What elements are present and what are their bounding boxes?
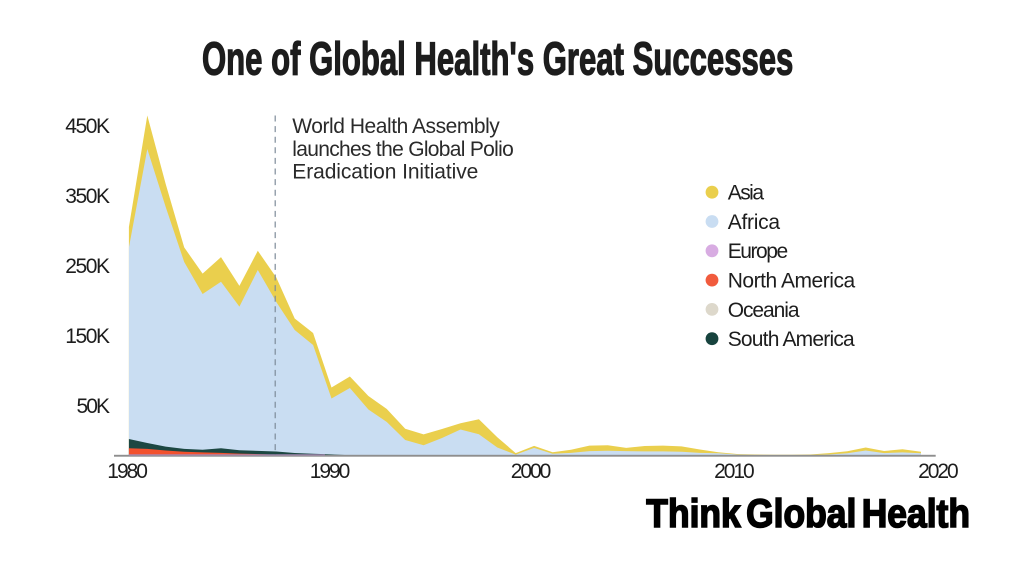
svg-text:1990: 1990 <box>310 460 351 483</box>
svg-text:350K: 350K <box>65 185 110 208</box>
svg-text:launches the Global Polio: launches the Global Polio <box>292 138 514 161</box>
svg-text:Eradication Initiative: Eradication Initiative <box>292 161 478 184</box>
svg-text:Asia: Asia <box>728 182 765 205</box>
svg-text:450K: 450K <box>65 115 110 138</box>
svg-text:World Health Assembly: World Health Assembly <box>292 115 500 138</box>
svg-text:One of Global Health's Great S: One of Global Health's Great Successes <box>202 33 793 85</box>
svg-text:2020: 2020 <box>918 460 959 483</box>
svg-text:North America: North America <box>728 270 856 293</box>
svg-text:Africa: Africa <box>728 211 781 234</box>
svg-text:150K: 150K <box>65 325 110 348</box>
svg-text:Oceania: Oceania <box>728 299 800 322</box>
svg-text:250K: 250K <box>65 255 110 278</box>
svg-text:Europe: Europe <box>728 240 789 263</box>
svg-text:50K: 50K <box>77 395 111 418</box>
svg-text:2000: 2000 <box>511 460 552 483</box>
svg-text:South America: South America <box>728 328 855 351</box>
svg-text:Think Global Health: Think Global Health <box>646 491 970 535</box>
svg-text:1980: 1980 <box>107 460 148 483</box>
svg-text:2010: 2010 <box>714 460 755 483</box>
